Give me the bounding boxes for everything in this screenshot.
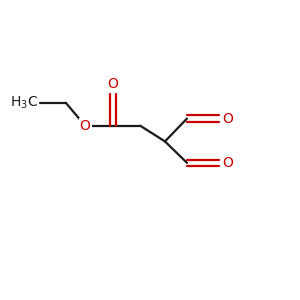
Text: O: O	[222, 112, 233, 125]
Text: H$_3$C: H$_3$C	[10, 94, 38, 111]
Text: O: O	[80, 119, 91, 133]
Text: O: O	[222, 156, 233, 170]
Text: O: O	[107, 77, 118, 91]
